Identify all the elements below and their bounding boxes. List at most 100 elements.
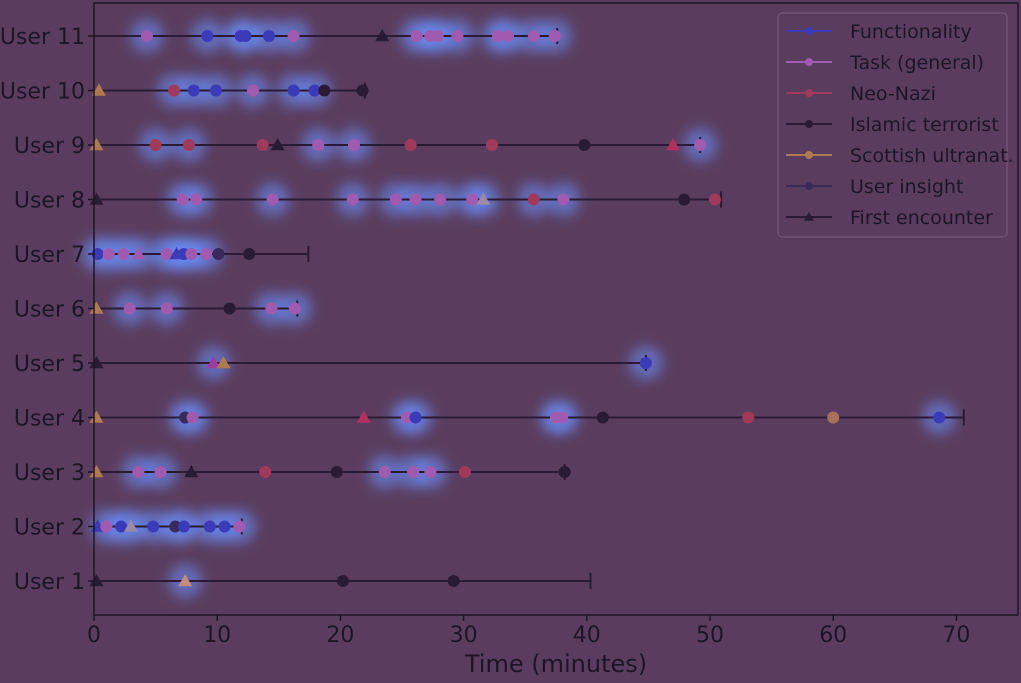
event-marker-circle (410, 30, 423, 42)
event-marker-circle (318, 84, 331, 97)
event-marker-circle (596, 411, 609, 424)
event-marker-circle (346, 193, 359, 206)
event-marker-circle (330, 466, 343, 478)
legend-label: User insight (850, 176, 963, 198)
event-marker-circle (466, 193, 479, 206)
event-marker-circle (347, 139, 360, 151)
event-marker-circle (185, 248, 198, 260)
event-marker-circle (265, 302, 278, 315)
event-marker-circle (356, 84, 369, 97)
event-marker-circle (431, 30, 444, 42)
event-marker-circle (708, 193, 721, 206)
x-tick-label: 30 (450, 623, 478, 648)
event-marker-circle (639, 357, 652, 369)
event-marker-triangle (131, 247, 146, 260)
y-tick-label: User 5 (14, 352, 85, 377)
event-marker-circle (501, 30, 514, 42)
event-marker-circle (168, 84, 181, 97)
y-tick-label: User 3 (14, 461, 85, 486)
event-marker-circle (154, 466, 167, 478)
event-marker-circle (389, 193, 402, 206)
x-tick-label: 40 (573, 623, 601, 648)
event-marker-circle (182, 139, 195, 151)
event-marker-circle (115, 520, 128, 533)
event-marker-circle (308, 84, 321, 97)
event-marker-circle (558, 466, 571, 478)
legend-box (777, 12, 1008, 238)
event-marker-triangle (89, 192, 104, 205)
event-marker-circle (160, 302, 173, 315)
event-marker-circle (149, 139, 162, 151)
event-marker-circle (288, 302, 301, 315)
event-marker-triangle (89, 138, 104, 151)
event-marker-triangle (89, 574, 104, 587)
x-tick-label: 70 (942, 623, 970, 648)
event-marker-circle (246, 84, 259, 97)
event-marker-triangle (356, 410, 371, 423)
x-axis: 0 10 20 30 40 50 60 70 (87, 615, 970, 648)
event-marker-circle (212, 248, 225, 260)
y-tick-label: User 2 (14, 516, 85, 541)
y-tick-label: User 10 (0, 80, 85, 105)
legend-label: First encounter (850, 207, 993, 229)
event-marker-triangle (375, 29, 390, 42)
event-marker-circle (404, 139, 417, 151)
event-marker-circle (233, 520, 246, 533)
event-marker-triangle (123, 519, 138, 532)
event-marker-circle (190, 193, 203, 206)
event-marker-circle (140, 30, 153, 42)
event-marker-circle (451, 30, 464, 42)
event-marker-triangle (91, 83, 106, 96)
event-marker-circle (933, 411, 946, 424)
x-tick-label: 50 (696, 623, 724, 648)
event-marker-circle (259, 466, 272, 478)
event-marker-circle (556, 411, 569, 424)
y-tick-label: User 1 (14, 570, 85, 595)
y-axis: User 1 User 2 User 3 User 4 User 5 User 6 User… (0, 25, 94, 595)
y-tick-label: User 8 (14, 189, 85, 214)
event-marker-circle (557, 193, 570, 206)
event-marker-triangle (89, 301, 104, 314)
event-marker-triangle (206, 356, 221, 369)
event-marker-circle (239, 30, 252, 42)
event-marker-circle (827, 411, 840, 424)
legend-label: Scottish ultranat. (850, 145, 1014, 167)
event-marker-circle (409, 193, 422, 206)
event-marker-circle (201, 30, 214, 42)
legend-label: Islamic terrorist (850, 114, 999, 136)
event-marker-circle (177, 520, 190, 533)
event-marker-triangle (184, 465, 199, 478)
event-marker-circle (336, 575, 349, 587)
event-marker-circle (742, 411, 755, 424)
event-marker-triangle (476, 192, 491, 205)
legend-marker (805, 27, 813, 35)
event-marker-circle (243, 248, 256, 260)
event-marker-circle (256, 139, 269, 151)
event-marker-circle (485, 139, 498, 151)
legend-marker (805, 89, 813, 97)
legend-marker (805, 120, 813, 128)
event-marker-circle (132, 466, 145, 478)
event-marker-circle (492, 30, 505, 42)
event-marker-circle (209, 84, 222, 97)
event-marker-circle (424, 466, 437, 478)
x-tick-label: 10 (203, 623, 231, 648)
event-marker-circle (203, 520, 216, 533)
y-tick-label: User 4 (14, 407, 85, 432)
event-marker-circle (407, 466, 420, 478)
event-marker-circle (578, 139, 591, 151)
event-marker-circle (527, 30, 540, 42)
legend-label: Neo-Nazi (850, 83, 936, 105)
event-marker-circle (186, 411, 199, 424)
x-tick-label: 0 (87, 623, 101, 648)
event-marker-circle (176, 193, 189, 206)
event-marker-circle (218, 520, 231, 533)
event-marker-circle (100, 520, 113, 533)
event-marker-circle (123, 302, 136, 315)
legend-marker (805, 58, 813, 66)
event-marker-triangle (89, 356, 104, 369)
legend: Functionality Task (general) Neo-Nazi Islam… (777, 12, 1014, 238)
event-marker-circle (223, 302, 236, 315)
event-marker-triangle (178, 574, 193, 587)
